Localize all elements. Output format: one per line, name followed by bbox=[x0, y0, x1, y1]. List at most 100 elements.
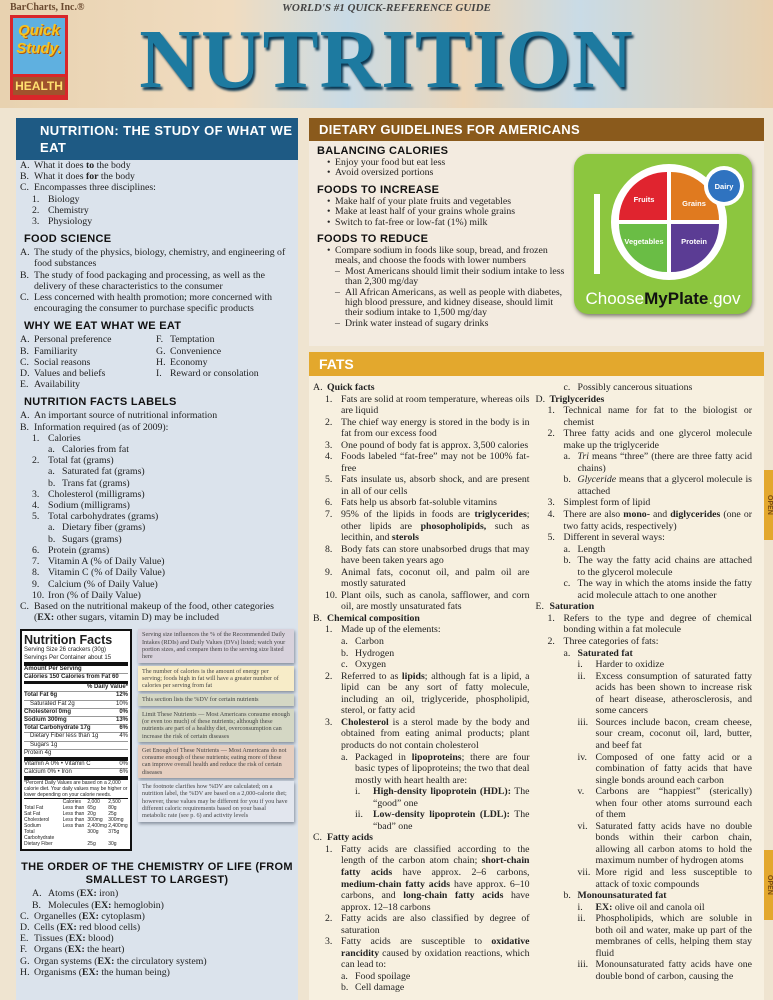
label-table-cell: Less than bbox=[62, 823, 85, 830]
item-marker: 8. bbox=[32, 567, 40, 579]
label-percent: 6% bbox=[119, 725, 128, 732]
item-marker: a. bbox=[48, 444, 55, 456]
section-header-fats: FATS bbox=[309, 352, 764, 376]
item-text: Total carbohydrates (grams) bbox=[48, 511, 159, 523]
item-text: Protein (grams) bbox=[48, 544, 110, 556]
item-marker: E. bbox=[20, 379, 29, 391]
protein-segment bbox=[671, 224, 719, 272]
list-item: 5. Fats insulate us, absorb shock, and ar… bbox=[313, 474, 530, 497]
list-item: a. Carbon bbox=[313, 636, 530, 648]
list-item: iii. Monounsaturated fatty acids have one… bbox=[536, 959, 753, 982]
label-nutrient: Dietary Fiber less than 1g bbox=[30, 733, 99, 740]
item-bold-text: EX: bbox=[82, 966, 99, 978]
bullet-item: – All African Americans, as well as peopl… bbox=[317, 287, 571, 319]
label-callout: Get Enough of These Nutrients — Most Ame… bbox=[138, 744, 294, 779]
list-item: iii. Sources include bacon, cream cheese,… bbox=[536, 717, 753, 752]
item-text: Availability bbox=[34, 379, 81, 391]
bullet-text: Make half of your plate fruits and veget… bbox=[335, 195, 512, 207]
list-item: H. Economy bbox=[156, 357, 292, 368]
item-bold-text: Triglycerides bbox=[549, 393, 605, 405]
item-marker: 3. bbox=[325, 936, 333, 948]
list-item: i. High-density lipoprotein (HDL): The “g… bbox=[313, 786, 530, 809]
item-text: Chemistry bbox=[48, 204, 89, 216]
label-callout: The number of calories is the amount of … bbox=[138, 665, 294, 692]
section-header-diet: DIETARY GUIDELINES FOR AMERICANS bbox=[309, 118, 764, 141]
fats-column-1: A. Quick facts 1. Fats are solid at room te… bbox=[313, 382, 536, 994]
item-text: Fatty acids are classified according to … bbox=[341, 843, 530, 867]
item-text: Different in several ways: bbox=[563, 532, 665, 544]
item-marker: B. bbox=[20, 171, 29, 183]
item-text: Convenience bbox=[170, 345, 222, 357]
item-text: Calcium (% of Daily Value) bbox=[48, 578, 158, 590]
item-text: Foods labeled “fat-free” may not be 100%… bbox=[341, 451, 530, 474]
label-row: Sugars 1g bbox=[24, 740, 128, 749]
item-marker: H. bbox=[156, 356, 166, 368]
item-marker: 6. bbox=[325, 497, 333, 509]
bullet-marker: • bbox=[327, 216, 331, 228]
list-item: a. Length bbox=[536, 544, 753, 556]
item-marker: 1. bbox=[325, 393, 333, 405]
label-table-cell: Total Carbohydrate bbox=[24, 829, 55, 842]
item-marker: 1. bbox=[325, 843, 333, 855]
item-text: ; there are four basic types of lipoprot… bbox=[355, 751, 530, 786]
item-marker: B. bbox=[313, 612, 322, 624]
list-item: 2. Referred to as lipids; although fat is… bbox=[313, 671, 530, 717]
bullet-item: • Avoid oversized portions bbox=[317, 167, 571, 178]
item-text: Cholesterol (milligrams) bbox=[48, 488, 145, 500]
item-bold-text: short-chain fatty acids bbox=[341, 855, 530, 878]
label-table-row: Total Carbohydrate 300g 375g bbox=[24, 829, 128, 841]
item-text: What it does bbox=[34, 160, 86, 171]
list-item: C. Less concerned with health promotion; … bbox=[20, 292, 292, 314]
item-marker: 3. bbox=[32, 488, 40, 500]
list-item: 3. Cholesterol (milligrams) bbox=[20, 489, 292, 500]
label-table-cell: 300g bbox=[87, 829, 99, 836]
item-text: Animal fats, coconut oil, and palm oil a… bbox=[341, 566, 530, 590]
item-text: and bbox=[649, 509, 671, 521]
item-marker: 2. bbox=[325, 670, 333, 682]
item-text: (one or two fatty acids, respectively) bbox=[563, 509, 753, 532]
label-row: Calcium 0% • Iron 6% bbox=[24, 768, 128, 776]
label-callouts: Serving size influences the % of the Rec… bbox=[138, 629, 294, 822]
item-text: red blood cells) bbox=[76, 921, 141, 933]
item-text: The chief way energy is stored in the bo… bbox=[341, 416, 530, 440]
item-marker: b. bbox=[563, 474, 571, 486]
item-marker: 2. bbox=[325, 416, 333, 428]
item-text: Three categories of fats: bbox=[563, 636, 659, 648]
label-percent: 6% bbox=[119, 769, 128, 776]
label-row: Sodium 300mg 13% bbox=[24, 715, 128, 724]
list-item: b. Trans fat (grams) bbox=[20, 478, 292, 489]
bullet-item: • Make half of your plate fruits and vege… bbox=[317, 195, 571, 207]
diet-sections: BALANCING CALORIES • Enjoy your food but e… bbox=[309, 141, 571, 329]
item-marker: ii. bbox=[577, 670, 586, 682]
label-table-row: Sat Fat Less than 20g 25g bbox=[24, 811, 128, 817]
label-amount: Amount Per Serving bbox=[24, 661, 128, 673]
item-marker: b. bbox=[563, 890, 571, 902]
item-text: Oxygen bbox=[355, 659, 387, 671]
list-item: 3. One pound of body fat is approx. 3,500… bbox=[313, 440, 530, 452]
list-item: 2. Total fat (grams) bbox=[20, 455, 292, 466]
list-item: 6. Protein (grams) bbox=[20, 545, 292, 556]
item-text: Sources include bacon, cream cheese, sou… bbox=[595, 716, 753, 751]
item-text: Fatty acids are also classified by degre… bbox=[341, 913, 530, 936]
item-text: Personal preference bbox=[34, 334, 112, 346]
item-bold-text: diglycerides bbox=[670, 509, 721, 521]
fruits-segment bbox=[619, 172, 667, 220]
list-item: 9. Animal fats, coconut oil, and palm oil… bbox=[313, 567, 530, 590]
fats-panel: FATS A. Quick facts 1. Fats are solid at ro… bbox=[309, 352, 764, 1000]
item-marker: 2. bbox=[547, 428, 555, 440]
banner: BarCharts, Inc.® Quick Study. HEALTH WORL… bbox=[0, 0, 773, 108]
item-marker: 2. bbox=[325, 913, 333, 925]
label-footnote-table: Calories 2,000 2,500 Total Fat Less than 65g 8… bbox=[24, 798, 128, 847]
item-bold-text: Saturation bbox=[549, 601, 595, 613]
list-item: b. Monounsaturated fat bbox=[536, 890, 753, 902]
item-text: The “good” one bbox=[373, 786, 530, 809]
item-marker: 4. bbox=[325, 451, 333, 463]
item-text: the body bbox=[98, 171, 135, 183]
item-marker: C. bbox=[20, 182, 29, 194]
open-tab: OPEN bbox=[764, 850, 773, 920]
item-text: Cell damage bbox=[355, 982, 405, 994]
fork-icon bbox=[594, 194, 600, 274]
list-item: F. Temptation bbox=[156, 334, 292, 345]
list-item: C. Based on the nutritional makeup of the… bbox=[20, 601, 292, 623]
why-list: A. Personal preference B. Familiarity C. Soci… bbox=[16, 334, 298, 390]
